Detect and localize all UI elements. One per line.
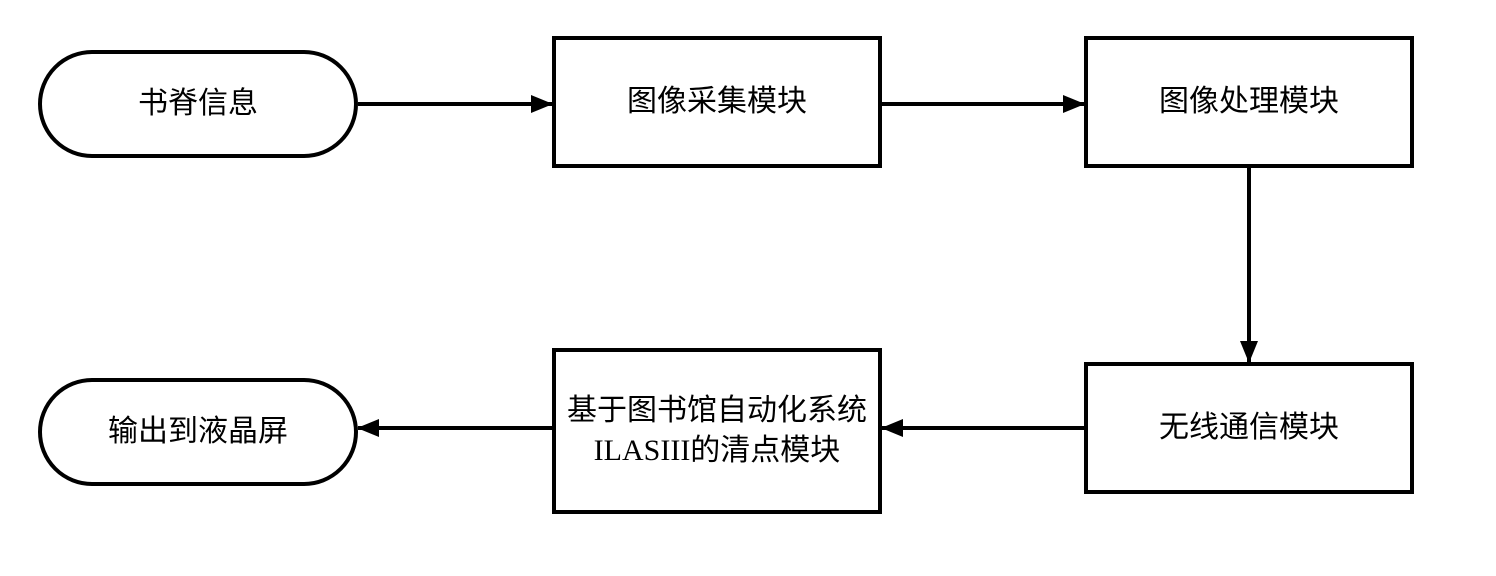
node-spine-info: 书脊信息 — [38, 50, 358, 158]
node-wireless-comm: 无线通信模块 — [1084, 362, 1414, 494]
node-image-processing: 图像处理模块 — [1084, 36, 1414, 168]
node-image-capture: 图像采集模块 — [552, 36, 882, 168]
node-inventory-module: 基于图书馆自动化系统ILASIII的清点模块 — [552, 348, 882, 514]
node-output-lcd: 输出到液晶屏 — [38, 378, 358, 486]
